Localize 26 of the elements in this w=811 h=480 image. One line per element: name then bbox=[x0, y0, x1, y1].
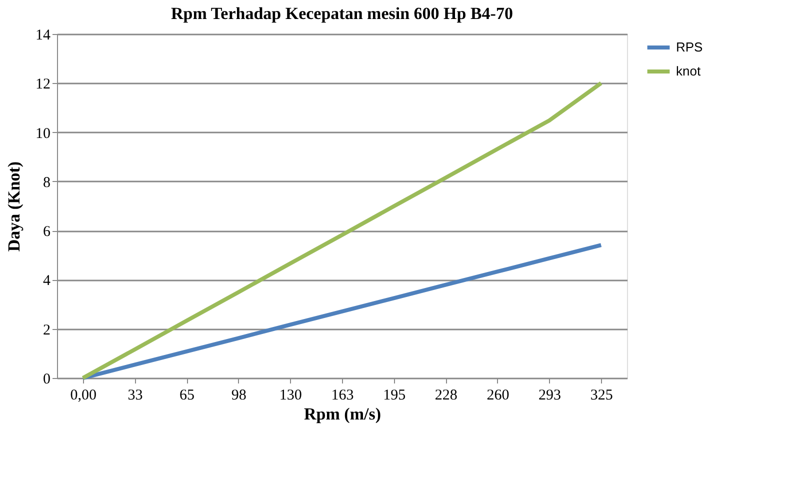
x-tick-label: 65 bbox=[180, 388, 195, 404]
x-axis-title: Rpm (m/s) bbox=[304, 404, 381, 424]
y-axis-title: Daya (Knot) bbox=[4, 161, 24, 252]
x-tick-label: 163 bbox=[331, 388, 354, 404]
legend-label: knot bbox=[676, 64, 701, 78]
line-series bbox=[80, 81, 604, 380]
legend-label: RPS bbox=[676, 40, 704, 54]
y-tick-label: 14 bbox=[36, 28, 51, 44]
x-tick-label: 0,00 bbox=[70, 388, 97, 404]
x-tick-label: 130 bbox=[279, 388, 302, 404]
x-tick-label: 260 bbox=[486, 388, 510, 404]
y-tick-label: 8 bbox=[43, 174, 50, 191]
x-tick-label: 325 bbox=[590, 388, 613, 404]
x-tick-label: 195 bbox=[383, 388, 406, 404]
y-tick-label: 12 bbox=[36, 76, 50, 93]
x-tick-label: 293 bbox=[538, 388, 562, 404]
x-tick-label: 33 bbox=[128, 388, 143, 404]
line-series bbox=[80, 243, 604, 380]
y-tick-label: 0 bbox=[43, 372, 50, 388]
y-tick-label: 4 bbox=[43, 273, 51, 290]
x-tick-label: 228 bbox=[434, 388, 458, 404]
y-tick-label: 6 bbox=[43, 224, 51, 240]
y-tick-label: 10 bbox=[36, 126, 50, 142]
y-tick-label: 2 bbox=[43, 322, 50, 338]
chart-title: Rpm Terhadap Kecepatan mesin 600 Hp B4-70 bbox=[171, 4, 513, 23]
x-tick-label: 98 bbox=[231, 388, 246, 404]
